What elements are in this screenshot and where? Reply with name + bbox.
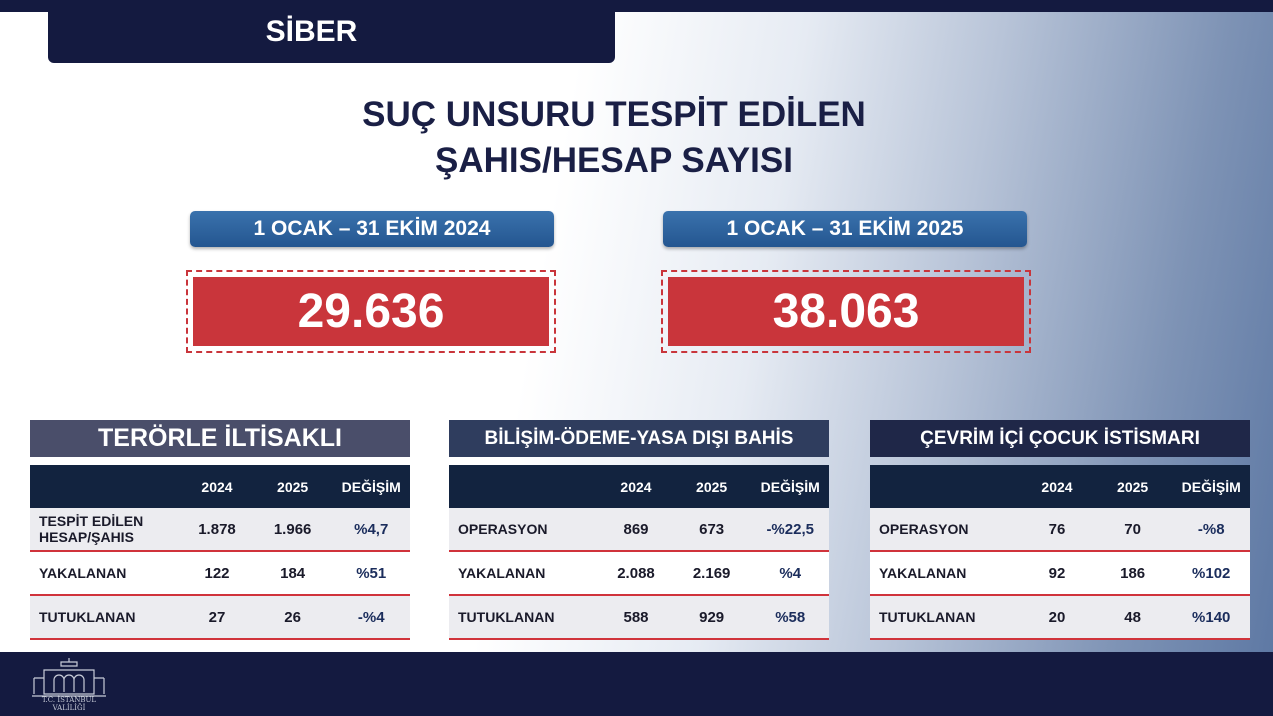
period-2025-label: 1 OCAK – 31 EKİM 2025 — [663, 211, 1027, 247]
col-2025: 2025 — [1117, 478, 1149, 495]
row-label: OPERASYON — [458, 521, 548, 537]
table-row: YAKALANAN 122 184 %51 — [30, 552, 410, 596]
row-label: TESPİT EDİLEN HESAP/ŞAHIS — [39, 513, 144, 545]
total-2025-box: 38.063 — [661, 270, 1031, 353]
table-title: BİLİŞİM-ÖDEME-YASA DIŞI BAHİS — [449, 420, 829, 457]
col-change: DEĞİŞİM — [760, 478, 820, 495]
value-2024: 92 — [1048, 564, 1066, 582]
table-row: TUTUKLANAN 27 26 -%4 — [30, 596, 410, 640]
table-0: TERÖRLE İLTİSAKLI 2024 2025 DEĞİŞİM TESP… — [30, 420, 410, 640]
row-label: TUTUKLANAN — [879, 609, 976, 625]
row-label: TUTUKLANAN — [39, 609, 136, 625]
col-2024: 2024 — [620, 478, 652, 495]
table-title: TERÖRLE İLTİSAKLI — [30, 420, 410, 457]
row-label: TUTUKLANAN — [458, 609, 555, 625]
value-2024: 869 — [623, 520, 649, 538]
value-change: -%8 — [1197, 520, 1225, 538]
logo-text: T.C. İSTANBUL VALİLİĞİ — [41, 696, 97, 712]
value-2025: 48 — [1124, 608, 1141, 626]
value-change: %51 — [356, 564, 387, 582]
table-row: OPERASYON 869 673 -%22,5 — [449, 508, 829, 552]
total-2024-value: 29.636 — [193, 277, 549, 346]
section-badge: SİBER — [48, 0, 615, 63]
table-header: 2024 2025 DEĞİŞİM — [449, 465, 829, 508]
value-2024: 2.088 — [617, 564, 655, 582]
value-2025: 184 — [280, 564, 306, 582]
value-2025: 2.169 — [692, 564, 731, 582]
value-2024: 588 — [623, 608, 649, 626]
valilik-logo: T.C. İSTANBUL VALİLİĞİ — [30, 656, 108, 712]
period-2024-label: 1 OCAK – 31 EKİM 2024 — [190, 211, 554, 247]
col-2024: 2024 — [1041, 478, 1073, 495]
value-change: %4,7 — [354, 520, 389, 538]
title-line-1: SUÇ UNSURU TESPİT EDİLEN — [362, 95, 866, 134]
value-change: %4 — [779, 564, 802, 582]
total-2025-value: 38.063 — [668, 277, 1024, 346]
building-icon — [32, 658, 106, 697]
table-title: ÇEVRİM İÇİ ÇOCUK İSTİSMARI — [870, 420, 1250, 457]
value-2024: 122 — [204, 564, 230, 582]
value-2025: 673 — [699, 520, 725, 538]
value-2025: 26 — [284, 608, 301, 626]
total-2024-box: 29.636 — [186, 270, 556, 353]
col-2025: 2025 — [277, 478, 309, 495]
table-2: ÇEVRİM İÇİ ÇOCUK İSTİSMARI 2024 2025 DEĞ… — [870, 420, 1250, 640]
page-title: SUÇ UNSURU TESPİT EDİLEN ŞAHIS/HESAP SAY… — [300, 92, 928, 184]
row-label: YAKALANAN — [879, 565, 967, 581]
table-header: 2024 2025 DEĞİŞİM — [30, 465, 410, 508]
table-row: OPERASYON 76 70 -%8 — [870, 508, 1250, 552]
value-change: %58 — [775, 608, 806, 626]
col-change: DEĞİŞİM — [1181, 478, 1241, 495]
value-change: -%22,5 — [766, 520, 814, 538]
value-change: %102 — [1192, 564, 1231, 582]
value-2024: 76 — [1048, 520, 1066, 538]
value-change: %140 — [1192, 608, 1231, 626]
footer: T.C. İSTANBUL VALİLİĞİ — [0, 652, 1273, 716]
value-2025: 70 — [1124, 520, 1141, 538]
table-row: YAKALANAN 92 186 %102 — [870, 552, 1250, 596]
col-2024: 2024 — [201, 478, 233, 495]
table-header: 2024 2025 DEĞİŞİM — [870, 465, 1250, 508]
row-label: YAKALANAN — [39, 565, 127, 581]
table-row: TUTUKLANAN 588 929 %58 — [449, 596, 829, 640]
table-1: BİLİŞİM-ÖDEME-YASA DIŞI BAHİS 2024 2025 … — [449, 420, 829, 640]
col-change: DEĞİŞİM — [341, 478, 401, 495]
table-row: TUTUKLANAN 20 48 %140 — [870, 596, 1250, 640]
value-2024: 27 — [208, 608, 226, 626]
row-label: OPERASYON — [879, 521, 969, 537]
title-line-2: ŞAHIS/HESAP SAYISI — [435, 141, 793, 180]
value-2024: 20 — [1048, 608, 1066, 626]
value-2025: 186 — [1120, 564, 1146, 582]
value-2025: 929 — [699, 608, 725, 626]
value-change: -%4 — [357, 608, 385, 626]
value-2024: 1.878 — [198, 520, 236, 538]
value-2025: 1.966 — [273, 520, 312, 538]
table-row: TESPİT EDİLEN HESAP/ŞAHIS 1.878 1.966 %4… — [30, 508, 410, 552]
col-2025: 2025 — [696, 478, 728, 495]
row-label: YAKALANAN — [458, 565, 546, 581]
table-row: YAKALANAN 2.088 2.169 %4 — [449, 552, 829, 596]
